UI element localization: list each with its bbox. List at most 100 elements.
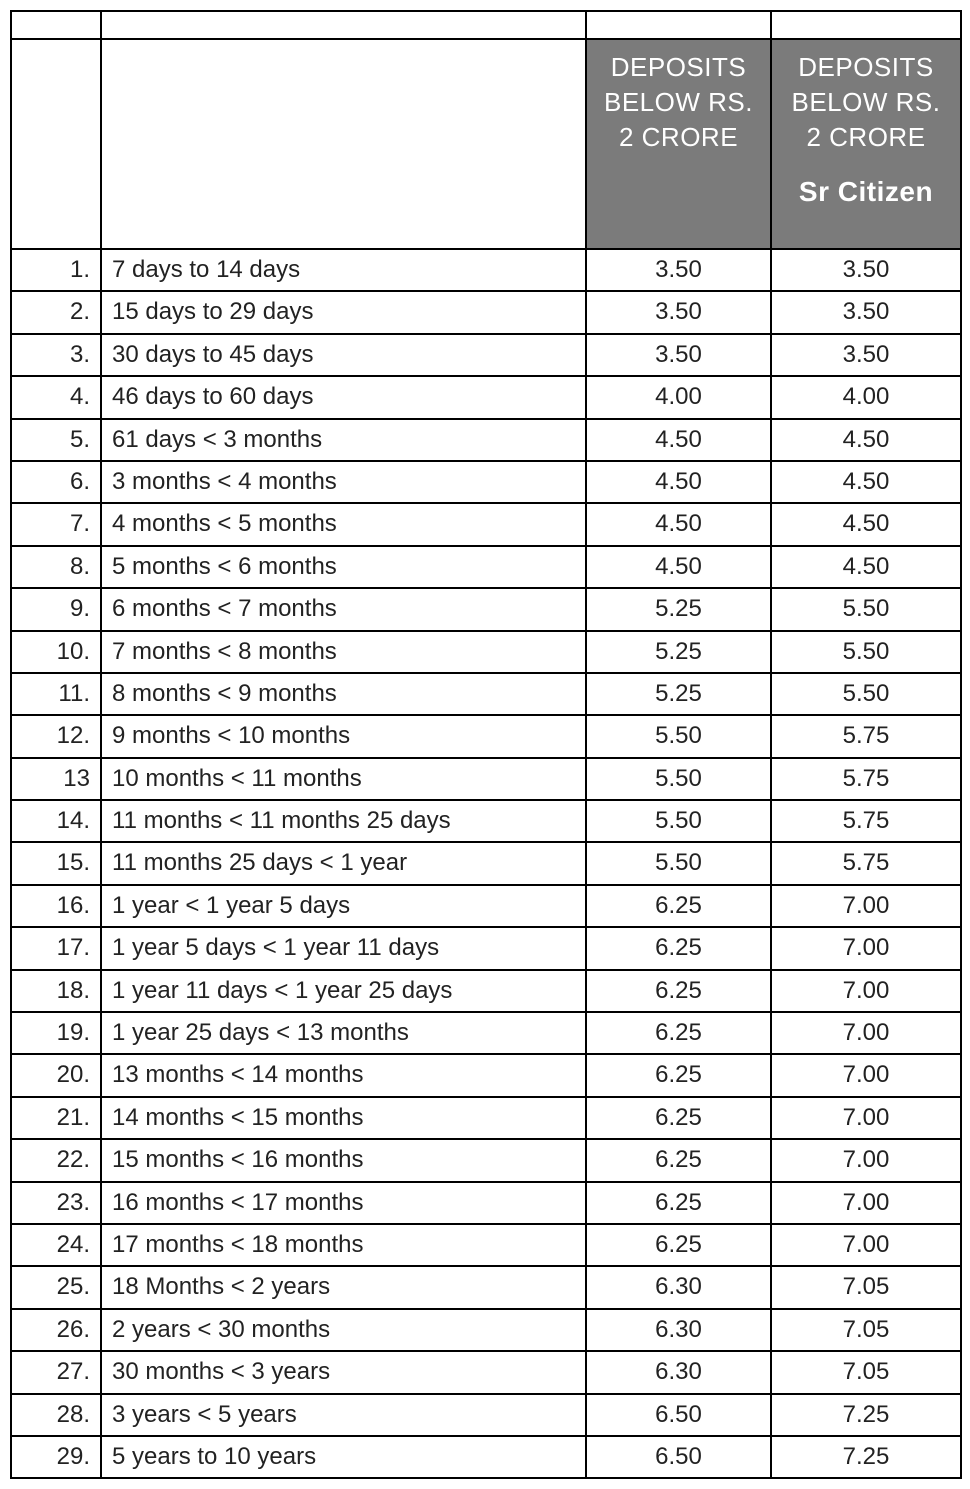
table-row: 10.7 months < 8 months5.255.50 bbox=[11, 631, 961, 673]
table-row: 19.1 year 25 days < 13 months6.257.00 bbox=[11, 1012, 961, 1054]
row-period: 3 years < 5 years bbox=[101, 1394, 586, 1436]
table-row: 12.9 months < 10 months5.505.75 bbox=[11, 715, 961, 757]
table-row: 25.18 Months < 2 years6.307.05 bbox=[11, 1266, 961, 1308]
row-period: 9 months < 10 months bbox=[101, 715, 586, 757]
row-rate-regular: 6.50 bbox=[586, 1394, 771, 1436]
table-row: 7.4 months < 5 months4.504.50 bbox=[11, 503, 961, 545]
row-rate-senior: 3.50 bbox=[771, 334, 961, 376]
row-number: 5. bbox=[11, 419, 101, 461]
row-period: 17 months < 18 months bbox=[101, 1224, 586, 1266]
row-period: 14 months < 15 months bbox=[101, 1097, 586, 1139]
row-number: 24. bbox=[11, 1224, 101, 1266]
header-period bbox=[101, 39, 586, 249]
table-row: 15.11 months 25 days < 1 year5.505.75 bbox=[11, 842, 961, 884]
row-number: 26. bbox=[11, 1309, 101, 1351]
row-rate-senior: 7.00 bbox=[771, 885, 961, 927]
row-period: 7 months < 8 months bbox=[101, 631, 586, 673]
row-rate-senior: 5.75 bbox=[771, 842, 961, 884]
table-top-empty-row bbox=[11, 11, 961, 39]
row-rate-senior: 7.05 bbox=[771, 1266, 961, 1308]
row-rate-regular: 6.30 bbox=[586, 1309, 771, 1351]
row-number: 8. bbox=[11, 546, 101, 588]
table-row: 27.30 months < 3 years6.307.05 bbox=[11, 1351, 961, 1393]
header-rate-senior-line3: 2 CRORE bbox=[806, 122, 925, 152]
row-rate-regular: 5.25 bbox=[586, 588, 771, 630]
blank-cell bbox=[101, 11, 586, 39]
row-rate-regular: 4.00 bbox=[586, 376, 771, 418]
row-rate-regular: 6.25 bbox=[586, 885, 771, 927]
row-period: 1 year 11 days < 1 year 25 days bbox=[101, 970, 586, 1012]
row-rate-senior: 3.50 bbox=[771, 249, 961, 291]
row-rate-senior: 4.50 bbox=[771, 546, 961, 588]
row-period: 1 year 5 days < 1 year 11 days bbox=[101, 927, 586, 969]
row-period: 46 days to 60 days bbox=[101, 376, 586, 418]
header-rate-senior: DEPOSITS BELOW RS. 2 CRORE Sr Citizen bbox=[771, 39, 961, 249]
row-rate-regular: 6.25 bbox=[586, 1097, 771, 1139]
row-rate-regular: 4.50 bbox=[586, 419, 771, 461]
row-rate-senior: 4.50 bbox=[771, 461, 961, 503]
row-rate-regular: 6.25 bbox=[586, 927, 771, 969]
row-rate-regular: 5.50 bbox=[586, 715, 771, 757]
row-rate-senior: 4.50 bbox=[771, 419, 961, 461]
row-number: 22. bbox=[11, 1139, 101, 1181]
row-number: 27. bbox=[11, 1351, 101, 1393]
table-row: 3.30 days to 45 days3.503.50 bbox=[11, 334, 961, 376]
table-row: 1.7 days to 14 days3.503.50 bbox=[11, 249, 961, 291]
table-header-row: DEPOSITS BELOW RS. 2 CRORE DEPOSITS BELO… bbox=[11, 39, 961, 249]
row-period: 3 months < 4 months bbox=[101, 461, 586, 503]
row-rate-regular: 6.25 bbox=[586, 1224, 771, 1266]
row-number: 6. bbox=[11, 461, 101, 503]
row-period: 13 months < 14 months bbox=[101, 1054, 586, 1096]
row-rate-senior: 5.50 bbox=[771, 673, 961, 715]
header-rate-regular-line1: DEPOSITS bbox=[611, 52, 746, 82]
row-period: 8 months < 9 months bbox=[101, 673, 586, 715]
row-rate-regular: 6.30 bbox=[586, 1351, 771, 1393]
row-period: 15 months < 16 months bbox=[101, 1139, 586, 1181]
row-number: 16. bbox=[11, 885, 101, 927]
blank-cell bbox=[771, 11, 961, 39]
blank-cell bbox=[11, 11, 101, 39]
row-number: 18. bbox=[11, 970, 101, 1012]
row-rate-senior: 7.00 bbox=[771, 1139, 961, 1181]
row-period: 4 months < 5 months bbox=[101, 503, 586, 545]
row-number: 4. bbox=[11, 376, 101, 418]
row-rate-regular: 6.50 bbox=[586, 1436, 771, 1478]
row-rate-regular: 6.25 bbox=[586, 1139, 771, 1181]
row-rate-senior: 7.00 bbox=[771, 1012, 961, 1054]
table-row: 22.15 months < 16 months6.257.00 bbox=[11, 1139, 961, 1181]
row-number: 25. bbox=[11, 1266, 101, 1308]
row-rate-regular: 3.50 bbox=[586, 334, 771, 376]
row-rate-senior: 7.05 bbox=[771, 1309, 961, 1351]
row-number: 3. bbox=[11, 334, 101, 376]
row-period: 15 days to 29 days bbox=[101, 291, 586, 333]
row-rate-regular: 4.50 bbox=[586, 461, 771, 503]
deposit-rate-table: DEPOSITS BELOW RS. 2 CRORE DEPOSITS BELO… bbox=[10, 10, 962, 1479]
row-number: 1. bbox=[11, 249, 101, 291]
row-rate-regular: 5.25 bbox=[586, 631, 771, 673]
row-rate-senior: 7.00 bbox=[771, 970, 961, 1012]
row-rate-regular: 5.50 bbox=[586, 800, 771, 842]
header-rate-senior-strong: Sr Citizen bbox=[778, 173, 954, 211]
row-number: 15. bbox=[11, 842, 101, 884]
row-rate-regular: 3.50 bbox=[586, 291, 771, 333]
row-rate-senior: 5.75 bbox=[771, 758, 961, 800]
header-rate-senior-line1: DEPOSITS bbox=[798, 52, 933, 82]
row-rate-senior: 3.50 bbox=[771, 291, 961, 333]
row-number: 2. bbox=[11, 291, 101, 333]
table-row: 4.46 days to 60 days4.004.00 bbox=[11, 376, 961, 418]
row-number: 13 bbox=[11, 758, 101, 800]
row-number: 7. bbox=[11, 503, 101, 545]
row-period: 10 months < 11 months bbox=[101, 758, 586, 800]
row-number: 14. bbox=[11, 800, 101, 842]
table-row: 8.5 months < 6 months4.504.50 bbox=[11, 546, 961, 588]
row-period: 61 days < 3 months bbox=[101, 419, 586, 461]
row-number: 11. bbox=[11, 673, 101, 715]
row-rate-regular: 5.25 bbox=[586, 673, 771, 715]
row-period: 6 months < 7 months bbox=[101, 588, 586, 630]
table-row: 14.11 months < 11 months 25 days5.505.75 bbox=[11, 800, 961, 842]
row-rate-senior: 4.00 bbox=[771, 376, 961, 418]
blank-cell bbox=[586, 11, 771, 39]
row-period: 5 months < 6 months bbox=[101, 546, 586, 588]
table-row: 9.6 months < 7 months5.255.50 bbox=[11, 588, 961, 630]
row-rate-regular: 3.50 bbox=[586, 249, 771, 291]
